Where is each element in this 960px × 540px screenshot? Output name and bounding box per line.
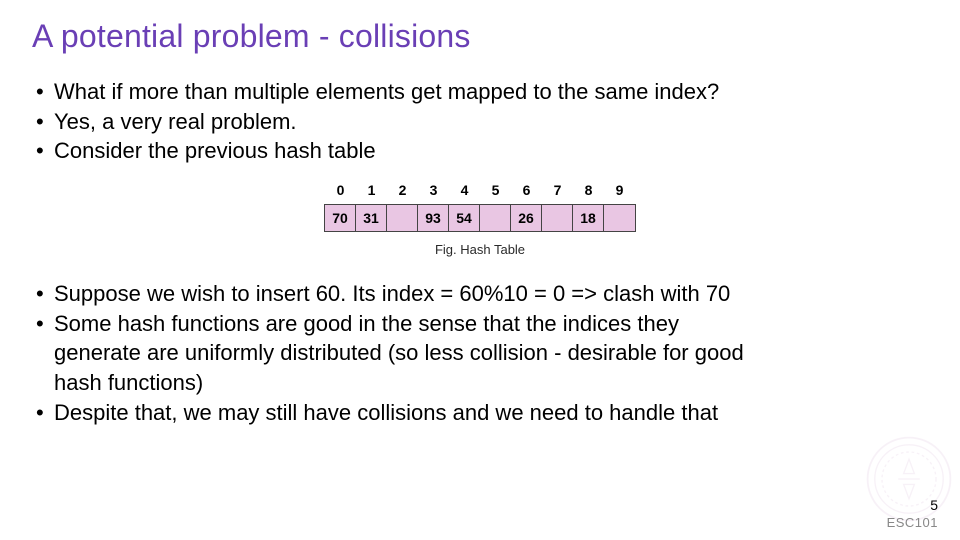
hash-cell — [604, 205, 635, 231]
hash-table-cells: 70 31 93 54 26 18 — [324, 204, 636, 232]
bullet-item: • Consider the previous hash table — [36, 136, 928, 166]
hash-cell: 93 — [418, 205, 449, 231]
bullet-item: • Despite that, we may still have collis… — [36, 398, 928, 428]
bullet-item: • Some hash functions are good in the se… — [36, 309, 928, 339]
bullets-bottom: • Suppose we wish to insert 60. Its inde… — [32, 279, 928, 427]
bullet-marker: • — [36, 398, 54, 428]
bullet-item: • What if more than multiple elements ge… — [36, 77, 928, 107]
slide-title: A potential problem - collisions — [32, 18, 928, 55]
page-number: 5 — [887, 497, 938, 513]
bullet-item: • Yes, a very real problem. — [36, 107, 928, 137]
bullet-marker: • — [36, 136, 54, 166]
bullets-top: • What if more than multiple elements ge… — [32, 77, 928, 166]
bullet-marker: • — [36, 77, 54, 107]
bullet-text: Yes, a very real problem. — [54, 107, 297, 137]
hash-cell: 26 — [511, 205, 542, 231]
index-label: 2 — [387, 182, 418, 198]
index-label: 4 — [449, 182, 480, 198]
hash-cell: 54 — [449, 205, 480, 231]
index-label: 5 — [480, 182, 511, 198]
bullet-marker: • — [36, 309, 54, 339]
bullet-continuation: generate are uniformly distributed (so l… — [36, 338, 928, 368]
course-code: ESC101 — [887, 515, 938, 530]
hash-table-indices: 0 1 2 3 4 5 6 7 8 9 — [325, 182, 635, 198]
index-label: 7 — [542, 182, 573, 198]
bullet-text: What if more than multiple elements get … — [54, 77, 719, 107]
bullet-marker: • — [36, 279, 54, 309]
hash-cell — [387, 205, 418, 231]
slide: A potential problem - collisions • What … — [0, 0, 960, 540]
bullet-item: • Suppose we wish to insert 60. Its inde… — [36, 279, 928, 309]
footer: 5 ESC101 — [887, 497, 938, 530]
index-label: 1 — [356, 182, 387, 198]
index-label: 6 — [511, 182, 542, 198]
figure-caption: Fig. Hash Table — [32, 242, 928, 257]
bullet-text: Consider the previous hash table — [54, 136, 376, 166]
hash-cell: 70 — [325, 205, 356, 231]
hash-cell: 18 — [573, 205, 604, 231]
bullet-text: Despite that, we may still have collisio… — [54, 398, 718, 428]
bullet-marker: • — [36, 107, 54, 137]
index-label: 8 — [573, 182, 604, 198]
bullet-text: Some hash functions are good in the sens… — [54, 309, 679, 339]
bullet-continuation: hash functions) — [36, 368, 928, 398]
index-label: 9 — [604, 182, 635, 198]
bullet-text: Suppose we wish to insert 60. Its index … — [54, 279, 730, 309]
index-label: 0 — [325, 182, 356, 198]
hash-cell: 31 — [356, 205, 387, 231]
hash-cell — [542, 205, 573, 231]
hash-cell — [480, 205, 511, 231]
hash-table-figure: 0 1 2 3 4 5 6 7 8 9 70 31 93 54 26 — [32, 182, 928, 257]
index-label: 3 — [418, 182, 449, 198]
